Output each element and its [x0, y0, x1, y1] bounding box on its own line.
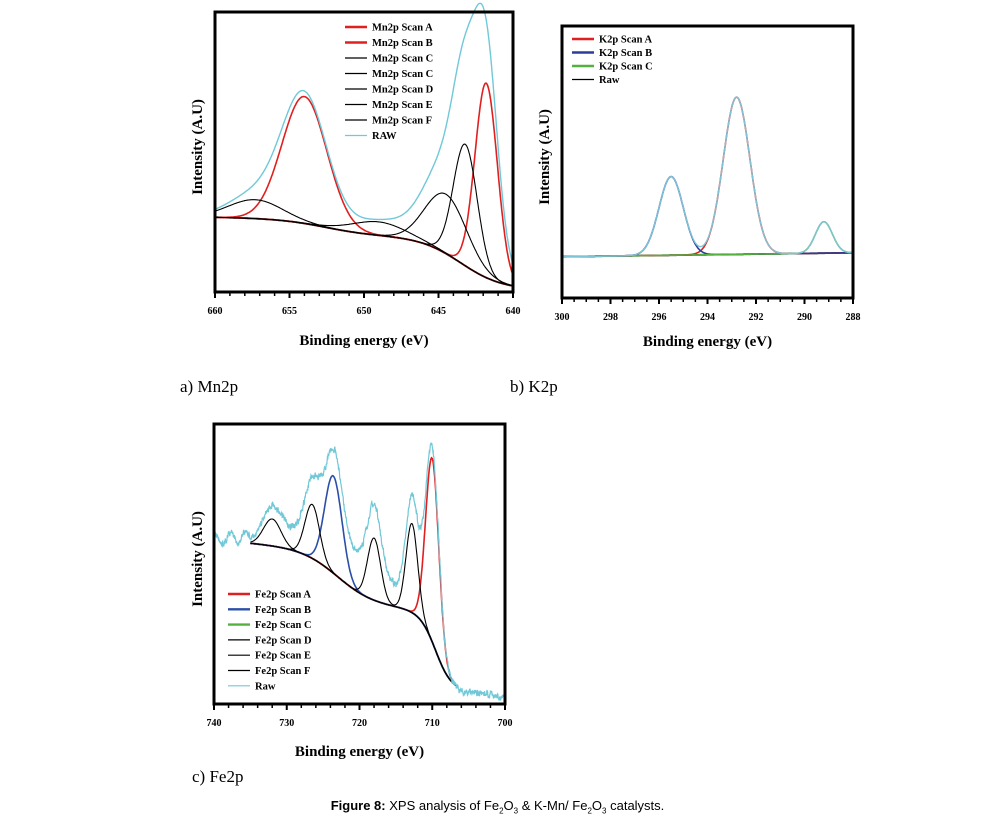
caption-sub-1: 2 — [499, 806, 504, 816]
fe2p-plot-frame — [212, 422, 507, 706]
fe2p-x-tick-label: 730 — [279, 718, 294, 729]
k2p-x-ticks: 300 298 296 294 292 290 288 — [555, 298, 861, 323]
mn2p-series-mn2p-scan-b-1 — [215, 82, 514, 276]
k2p-x-tick-label: 300 — [555, 312, 570, 323]
caption-text-4: O — [591, 798, 603, 813]
fe2p-panel-label: c) Fe2p — [192, 767, 243, 786]
caption-sub-2: 3 — [513, 806, 519, 816]
mn2p-x-tick-label: 640 — [506, 306, 521, 317]
mn2p-legend-label: RAW — [372, 131, 397, 142]
k2p-x-tick-label: 294 — [700, 312, 715, 323]
panel-fe2p: Fe2p Scan A Fe2p Scan B Fe2p Scan C Fe2p Sc… — [190, 422, 513, 786]
k2p-x-tick-label: 292 — [749, 312, 764, 323]
mn2p-background-line — [215, 216, 514, 287]
k2p-x-tick-label: 290 — [797, 312, 812, 323]
mn2p-series-mn2p-scan-e-5 — [215, 143, 514, 287]
caption-prefix: Figure 8: — [330, 798, 386, 813]
fe2p-legend-label: Fe2p Scan B — [255, 605, 311, 616]
k2p-legend: K2p Scan A K2p Scan B K2p Scan C Raw — [572, 35, 653, 86]
k2p-legend-label: K2p Scan B — [599, 48, 652, 59]
mn2p-x-tick-label: 645 — [431, 306, 446, 317]
mn2p-legend-label: Mn2p Scan E — [372, 100, 433, 111]
fe2p-legend-label: Fe2p Scan C — [255, 620, 312, 631]
k2p-y-axis-title: Intensity (A.U) — [537, 109, 553, 205]
caption-sub-3: 2 — [587, 806, 592, 816]
k2p-legend-label: K2p Scan A — [599, 35, 653, 46]
caption-text-3: & K-Mn/ Fe — [518, 798, 588, 813]
k2p-series-raw — [562, 96, 853, 258]
mn2p-x-ticks: 660 655 650 645 640 — [208, 292, 521, 317]
mn2p-plot-frame — [213, 10, 515, 294]
mn2p-series-mn2p-scan-c-3 — [215, 216, 514, 287]
mn2p-legend-label: Mn2p Scan F — [372, 116, 432, 127]
mn2p-x-tick-label: 660 — [208, 306, 223, 317]
mn2p-x-axis-title: Binding energy (eV) — [299, 333, 428, 349]
mn2p-legend-label: Mn2p Scan C — [372, 54, 433, 65]
k2p-plot-frame — [560, 24, 855, 300]
mn2p-legend-label: Mn2p Scan C — [372, 69, 433, 80]
caption-text-5: catalysts. — [606, 798, 665, 813]
fe2p-y-axis-title: Intensity (A.U) — [190, 511, 206, 607]
panel-k2p: K2p Scan A K2p Scan B K2p Scan C Raw 300 298… — [510, 24, 861, 396]
k2p-panel-label: b) K2p — [510, 377, 558, 396]
mn2p-series-mn2p-scan-d-4 — [215, 192, 514, 287]
mn2p-legend-label: Mn2p Scan A — [372, 23, 433, 34]
fe2p-curves — [213, 442, 506, 702]
fe2p-legend-label: Fe2p Scan D — [255, 635, 312, 646]
panel-mn2p: Mn2p Scan A Mn2p Scan B Mn2p Scan C Mn2p Sc… — [180, 2, 521, 396]
fe2p-x-tick-label: 720 — [352, 718, 367, 729]
mn2p-x-tick-label: 655 — [282, 306, 297, 317]
k2p-curves — [562, 96, 853, 258]
mn2p-y-axis-title: Intensity (A.U) — [190, 99, 206, 195]
fe2p-x-tick-label: 700 — [498, 718, 513, 729]
fe2p-legend-label: Fe2p Scan A — [255, 590, 311, 601]
fe2p-legend-label: Fe2p Scan E — [255, 651, 311, 662]
fe2p-series-fe2p-scan-f-5 — [250, 522, 458, 687]
caption-text-2: O — [503, 798, 514, 813]
k2p-x-axis-title: Binding energy (eV) — [643, 334, 772, 350]
mn2p-legend-label: Mn2p Scan D — [372, 85, 434, 96]
fe2p-x-tick-label: 710 — [425, 718, 440, 729]
k2p-series-k2p-scan-a-0 — [562, 96, 853, 258]
k2p-x-tick-label: 288 — [846, 312, 861, 323]
fe2p-legend-label: Fe2p Scan F — [255, 666, 310, 677]
caption-sub-4: 3 — [602, 806, 607, 816]
mn2p-x-tick-label: 650 — [357, 306, 372, 317]
fe2p-x-tick-label: 740 — [207, 718, 222, 729]
k2p-legend-label: Raw — [599, 75, 620, 86]
fe2p-x-axis-title: Binding energy (eV) — [295, 744, 424, 760]
figure-caption: Figure 8: XPS analysis of Fe2O3 & K-Mn/ … — [0, 798, 995, 816]
k2p-x-tick-label: 296 — [652, 312, 667, 323]
mn2p-series-mn2p-scan-a-0 — [215, 95, 514, 287]
mn2p-legend-label: Mn2p Scan B — [372, 38, 433, 49]
mn2p-curves — [214, 2, 514, 287]
mn2p-legend: Mn2p Scan A Mn2p Scan B Mn2p Scan C Mn2p Sc… — [345, 23, 434, 142]
fe2p-legend: Fe2p Scan A Fe2p Scan B Fe2p Scan C Fe2p Sc… — [228, 590, 312, 692]
k2p-legend-label: K2p Scan C — [599, 62, 653, 73]
mn2p-panel-label: a) Mn2p — [180, 377, 238, 396]
fe2p-series-raw — [213, 442, 506, 702]
fe2p-x-ticks: 740 730 720 710 700 — [207, 704, 513, 729]
fe2p-legend-label: Raw — [255, 681, 276, 692]
caption-text-1: XPS analysis of Fe — [389, 798, 500, 813]
k2p-x-tick-label: 298 — [603, 312, 618, 323]
mn2p-series-raw — [214, 2, 514, 265]
